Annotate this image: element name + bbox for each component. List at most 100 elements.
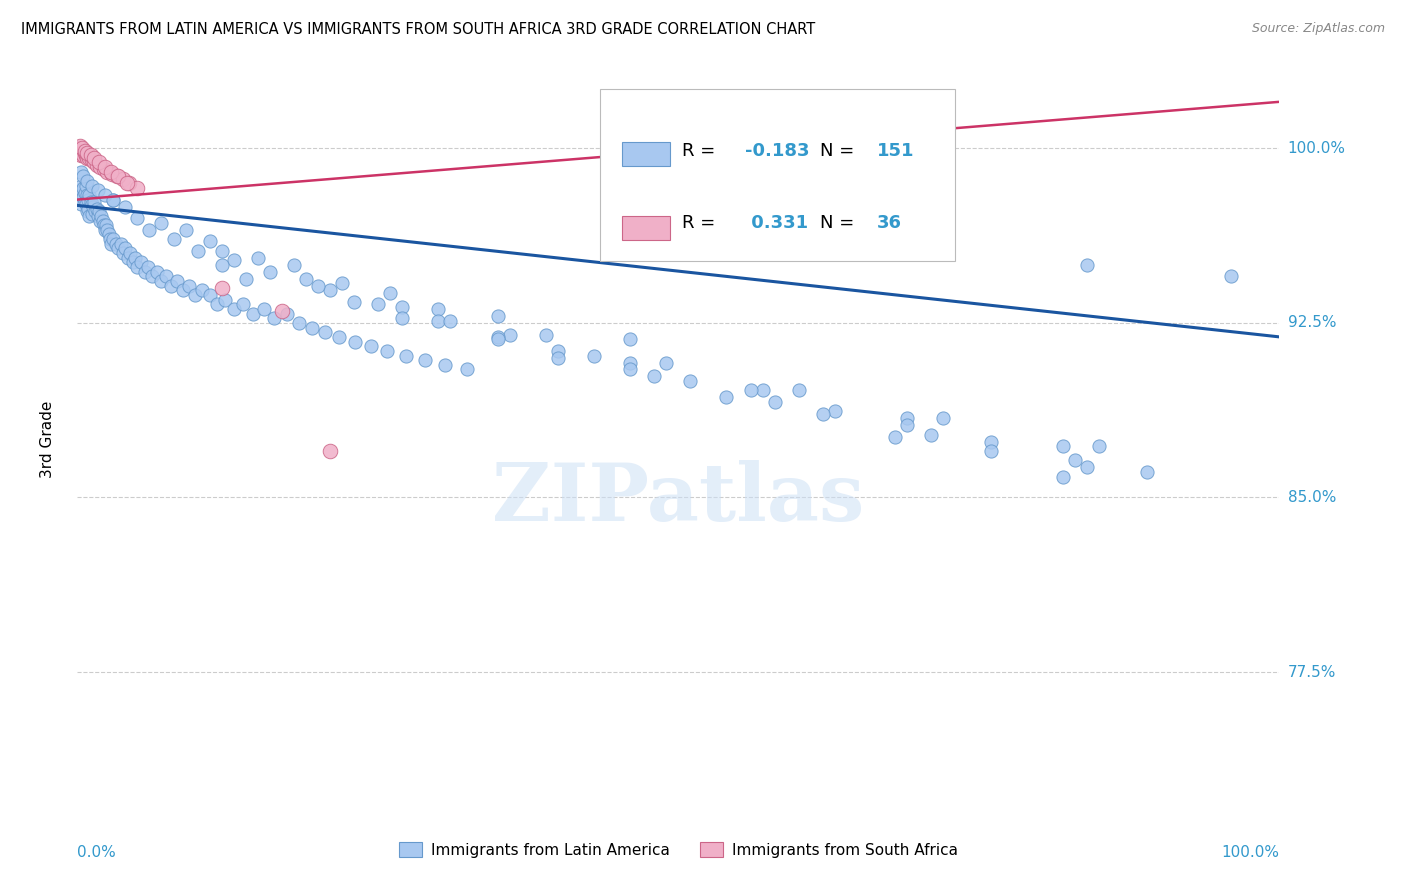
Point: [91, 213, 114, 227]
Point: [434, 358, 457, 372]
Point: [70, 183, 93, 197]
Text: N =: N =: [820, 214, 860, 232]
Point: [301, 320, 323, 334]
Point: [129, 255, 152, 269]
Text: 92.5%: 92.5%: [1288, 316, 1336, 330]
Point: [198, 235, 221, 249]
Point: [583, 349, 606, 363]
Point: [619, 362, 641, 376]
Point: [103, 193, 125, 207]
Point: [121, 255, 143, 269]
Point: [179, 278, 201, 293]
Point: [294, 271, 316, 285]
Point: [427, 301, 450, 316]
Text: 85.0%: 85.0%: [1288, 490, 1336, 505]
Text: IMMIGRANTS FROM LATIN AMERICA VS IMMIGRANTS FROM SOUTH AFRICA 3RD GRADE CORRELAT: IMMIGRANTS FROM LATIN AMERICA VS IMMIGRA…: [21, 22, 815, 37]
Point: [76, 151, 98, 165]
Point: [90, 209, 112, 223]
Text: 3rd Grade: 3rd Grade: [39, 401, 55, 478]
Point: [270, 304, 292, 318]
Point: [107, 169, 129, 184]
Point: [242, 307, 264, 321]
Text: R =: R =: [682, 142, 721, 160]
Point: [619, 332, 641, 346]
Point: [70, 197, 93, 211]
Point: [124, 251, 146, 265]
Point: [547, 343, 569, 358]
Point: [343, 295, 366, 310]
Point: [253, 301, 276, 316]
Point: [1076, 460, 1098, 475]
Text: R =: R =: [682, 214, 721, 232]
Point: [72, 190, 94, 204]
Point: [87, 183, 110, 197]
Point: [72, 181, 94, 195]
Legend: Immigrants from Latin America, Immigrants from South Africa: Immigrants from Latin America, Immigrant…: [392, 836, 965, 863]
Point: [75, 148, 97, 162]
Point: [232, 297, 254, 311]
Point: [287, 316, 309, 330]
Point: [980, 444, 1002, 458]
Text: -0.183: -0.183: [745, 142, 808, 160]
Point: [93, 218, 115, 232]
Point: [932, 411, 955, 425]
Point: [1052, 439, 1074, 453]
Point: [486, 330, 509, 344]
Text: 100.0%: 100.0%: [1222, 846, 1279, 860]
Point: [127, 181, 149, 195]
Point: [740, 384, 762, 398]
Point: [328, 330, 350, 344]
Point: [80, 206, 103, 220]
Point: [174, 223, 197, 237]
Point: [127, 211, 149, 226]
Point: [69, 144, 91, 158]
Point: [486, 332, 509, 346]
Point: [211, 281, 233, 295]
Point: [763, 235, 786, 249]
Point: [94, 160, 117, 174]
Point: [1088, 439, 1111, 453]
Point: [263, 311, 285, 326]
Point: [111, 246, 134, 260]
Point: [117, 251, 139, 265]
Point: [98, 232, 121, 246]
Point: [86, 202, 108, 216]
Point: [160, 278, 183, 293]
Point: [896, 411, 918, 425]
Point: [79, 148, 101, 162]
Point: [679, 374, 702, 388]
Point: [83, 194, 105, 209]
Text: 100.0%: 100.0%: [1288, 141, 1346, 156]
Point: [547, 351, 569, 365]
Point: [246, 251, 269, 265]
Point: [330, 277, 353, 291]
Point: [283, 258, 305, 272]
Point: [413, 353, 436, 368]
Point: [155, 269, 177, 284]
Point: [1076, 258, 1098, 272]
Point: [222, 301, 245, 316]
Point: [94, 223, 117, 237]
Point: [211, 244, 233, 258]
Point: [276, 307, 298, 321]
Point: [76, 174, 98, 188]
Point: [107, 242, 129, 256]
Point: [100, 164, 122, 178]
Point: [456, 362, 478, 376]
Point: [751, 384, 773, 398]
Point: [394, 349, 416, 363]
Point: [77, 148, 100, 162]
Point: [70, 148, 93, 162]
Point: [150, 274, 173, 288]
Point: [391, 311, 413, 326]
Point: [824, 404, 846, 418]
Point: [205, 297, 228, 311]
Point: [97, 227, 120, 242]
Point: [87, 204, 110, 219]
Text: ZIPatlas: ZIPatlas: [492, 460, 865, 538]
Bar: [621, 216, 671, 240]
Point: [96, 223, 118, 237]
Point: [93, 162, 115, 177]
Point: [76, 188, 98, 202]
Point: [79, 209, 101, 223]
